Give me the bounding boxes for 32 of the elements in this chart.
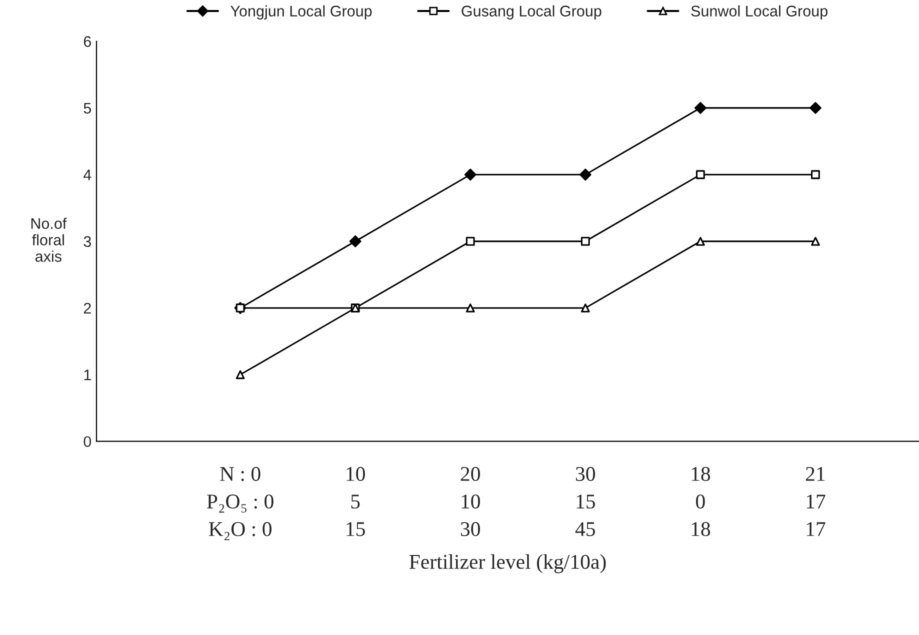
y-tick-label: 5 — [84, 102, 91, 114]
x-tick-label: 10 5 15 — [346, 466, 365, 536]
point — [811, 170, 820, 180]
y-tick-label: 6 — [84, 36, 91, 47]
point — [466, 236, 475, 246]
y-tick-label: 2 — [84, 302, 91, 314]
point — [580, 236, 590, 246]
point — [466, 304, 475, 312]
y-axis-title: No.of floral axis — [31, 218, 67, 262]
point — [464, 168, 476, 181]
x-tick-label: 18 0 18 — [692, 466, 710, 536]
point — [236, 370, 245, 380]
legend-label: Sunwol Local Group — [691, 5, 828, 20]
x-tick-label: 30 15 45 — [575, 466, 596, 536]
point — [811, 236, 820, 246]
x-axis-title: Fertilizer level (kg/10a) — [409, 554, 606, 574]
x-tick-label: 20 10 30 — [460, 466, 480, 536]
legend-label: Gusang Local Group — [462, 5, 602, 20]
y-tick-label: 1 — [84, 370, 91, 380]
x-tick-label: 21 17 17 — [806, 466, 826, 536]
point — [810, 102, 822, 114]
y-tick-label: 3 — [84, 236, 91, 247]
point — [580, 304, 590, 312]
x-tick-label: N : 0 P₂O₅ : 0 K₂O : 0 — [207, 466, 274, 540]
point — [696, 170, 705, 180]
point — [694, 102, 706, 114]
y-tick-label: 4 — [83, 170, 92, 180]
legend-label: Yongjun Local Group — [230, 5, 372, 20]
point — [696, 236, 705, 246]
point — [349, 235, 362, 248]
point — [579, 168, 592, 181]
y-tick-label: 0 — [84, 436, 92, 448]
